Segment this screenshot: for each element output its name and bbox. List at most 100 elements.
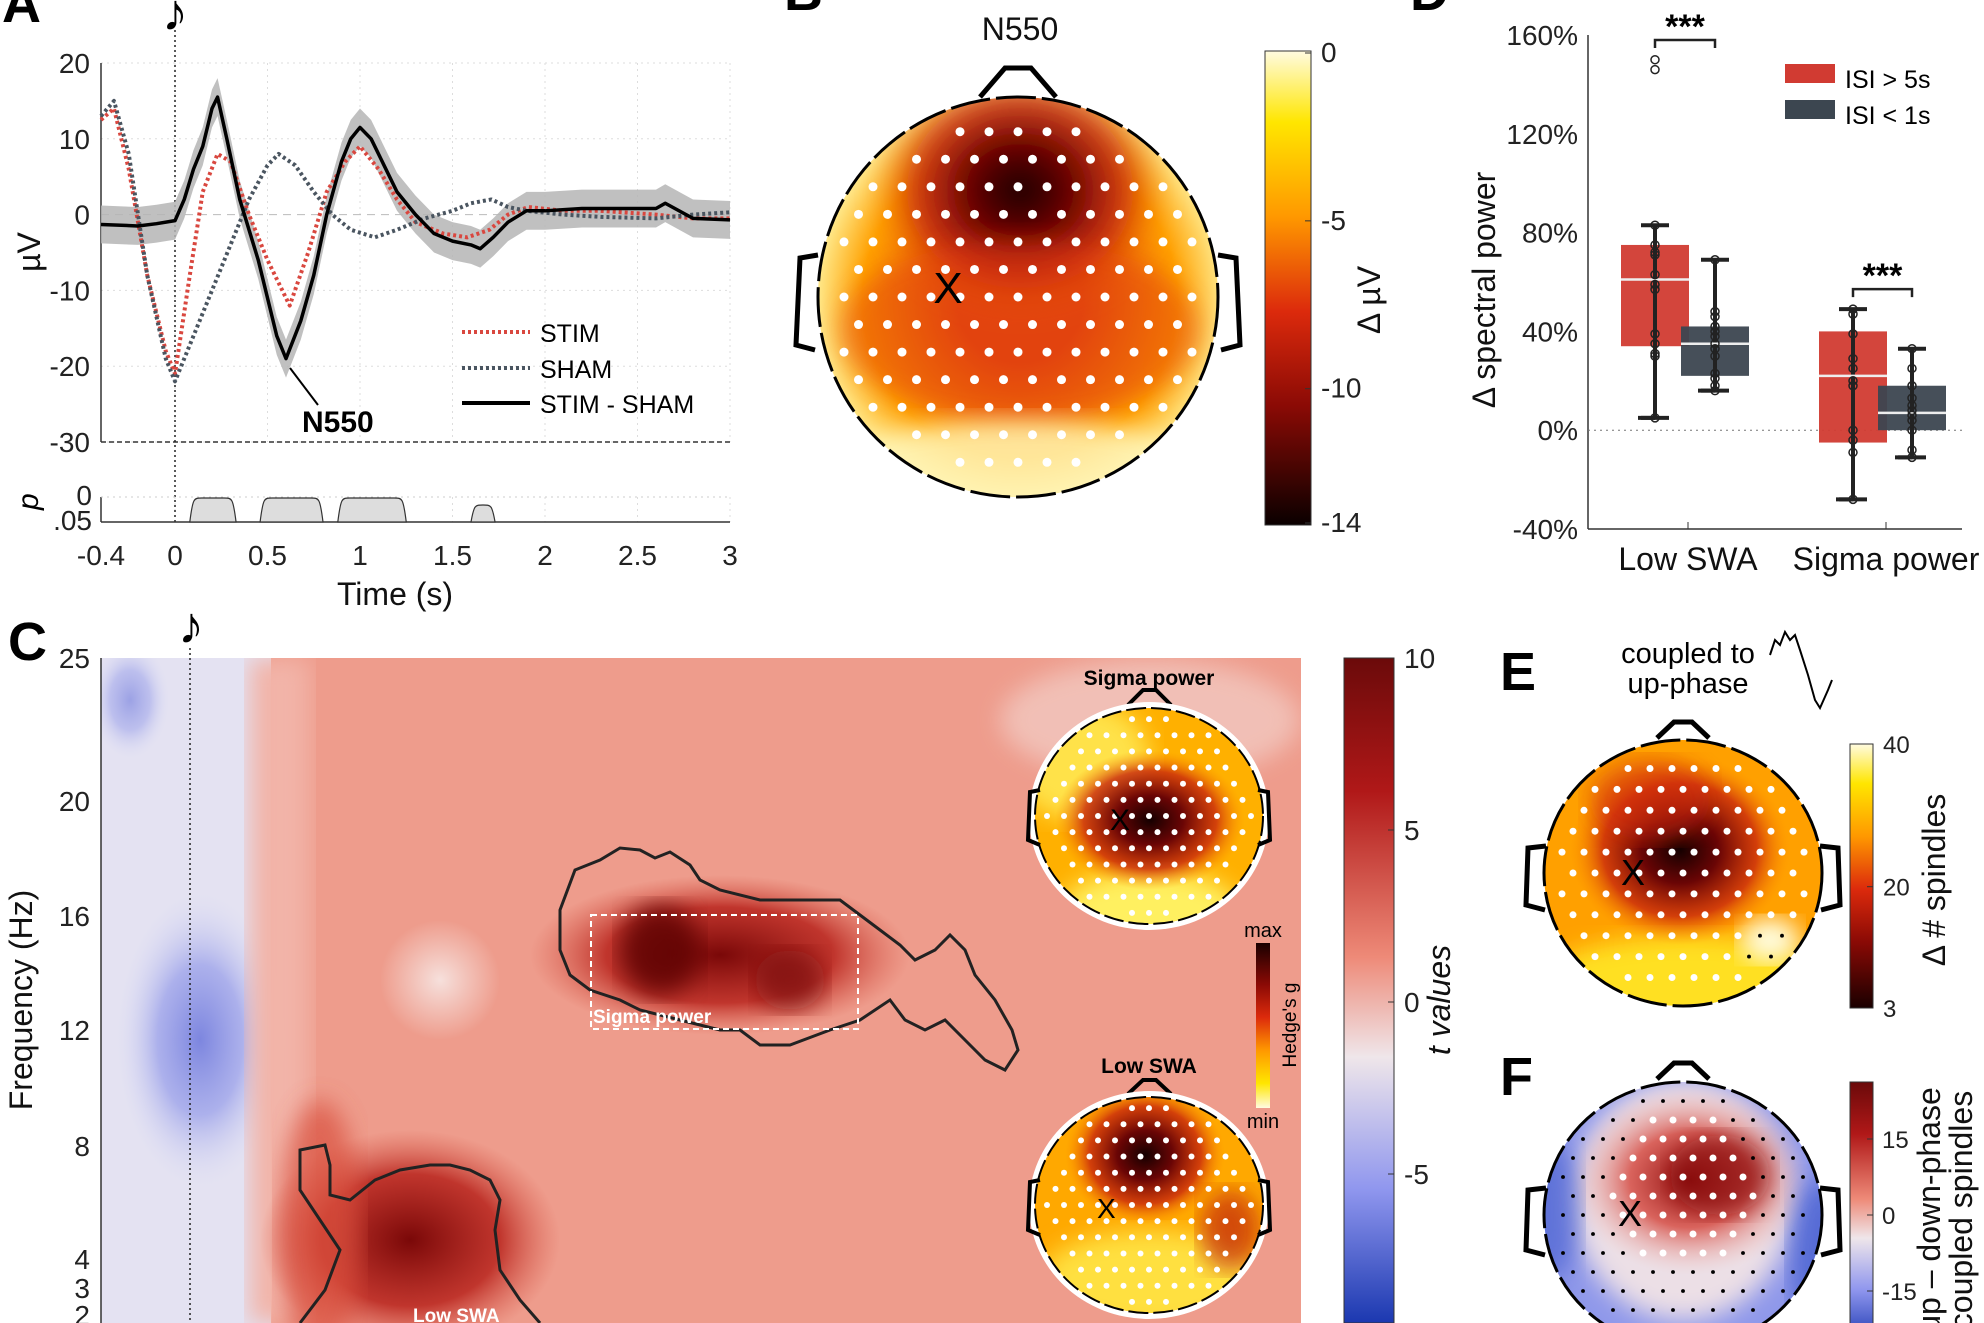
electrode [854, 375, 863, 385]
electrode [1095, 1137, 1101, 1144]
electrode [1137, 1121, 1144, 1128]
colorbar-label-line-2: coupled spindles [1943, 1091, 1979, 1323]
electrode [1205, 1218, 1212, 1225]
electrode [1205, 893, 1212, 900]
electrode [984, 402, 994, 412]
p-tick-05: .05 [53, 505, 92, 536]
electrode [1163, 1234, 1169, 1241]
electrode [1231, 1234, 1237, 1241]
y-tick-label: 16 [59, 901, 90, 932]
electrode [1144, 375, 1153, 385]
electrode [1144, 320, 1153, 330]
electrode [1095, 748, 1101, 755]
electrode [839, 347, 849, 357]
electrode [1071, 402, 1081, 412]
electrode [1635, 953, 1643, 961]
electrode [1188, 1218, 1195, 1225]
electrode [1734, 806, 1742, 814]
electrode [941, 430, 950, 440]
electrode [1761, 1289, 1765, 1293]
electrode [1731, 1308, 1735, 1312]
electrode [1197, 813, 1203, 819]
electrode [1069, 861, 1076, 868]
electrode [1086, 320, 1095, 330]
electrode [1611, 1270, 1615, 1274]
electrode [1646, 974, 1654, 981]
frequency-ticks: 25 20 16 12 8 432 [59, 643, 90, 1323]
electrode [1679, 869, 1687, 877]
electrode [1669, 1116, 1677, 1124]
electrode [1222, 1218, 1229, 1225]
panel-label-e: E [1500, 642, 1536, 702]
colorbar-tick-label: 0 [1321, 37, 1337, 68]
electrode [1180, 1169, 1186, 1176]
head-outline [1542, 738, 1824, 1008]
electrode [1112, 1266, 1118, 1273]
electrode [1188, 1121, 1195, 1128]
right-ear [1217, 252, 1243, 353]
electrode [1103, 1153, 1110, 1160]
electrode [897, 347, 907, 357]
electrode [1222, 1153, 1229, 1160]
electrode [1069, 1218, 1076, 1225]
electrode [1679, 1135, 1687, 1143]
ears [1523, 1185, 1843, 1258]
electrode [1571, 1270, 1575, 1274]
electrode [1222, 1250, 1229, 1257]
electrode [1205, 1185, 1212, 1192]
hedges-g-min: min [1247, 1111, 1279, 1133]
electrode [1591, 1194, 1595, 1198]
electrode [1701, 1099, 1705, 1103]
legend-label-isi-gt5: ISI > 5s [1845, 66, 1930, 94]
electrode [1086, 861, 1093, 868]
electrode [984, 457, 994, 467]
electrode [868, 292, 878, 302]
electrode [1042, 182, 1052, 192]
electrode [955, 347, 965, 357]
electrode [1137, 1250, 1144, 1257]
electrode [1180, 780, 1186, 787]
electrode [1171, 1218, 1178, 1225]
colorbar-tick-label: 3 [1883, 996, 1896, 1023]
electrode [1129, 292, 1139, 302]
electrode [1624, 932, 1632, 940]
electrode [1611, 1308, 1615, 1312]
data-point [1650, 64, 1660, 75]
electrode [1158, 292, 1168, 302]
electrode [941, 264, 950, 274]
electrode [1120, 893, 1127, 900]
electrode [839, 292, 849, 302]
electrode [1591, 953, 1599, 961]
electrode [1723, 953, 1731, 961]
electrode [1163, 909, 1169, 916]
electrode [1154, 829, 1161, 836]
electrode [1591, 1232, 1595, 1236]
electrode [1689, 1154, 1697, 1162]
electrode [1205, 1250, 1212, 1257]
electrode [1069, 1185, 1076, 1192]
electrode [1154, 764, 1161, 771]
electrode [1659, 1211, 1667, 1219]
electrode [1078, 877, 1084, 884]
electrode [1761, 1251, 1765, 1255]
electrode [1681, 1289, 1685, 1293]
electrode [868, 347, 878, 357]
electrode [1690, 806, 1698, 814]
electrode [999, 264, 1008, 274]
spindle-waveform-icon [1769, 629, 1833, 711]
nose [978, 65, 1058, 99]
electrode [1171, 1250, 1178, 1257]
electrode [1214, 1266, 1220, 1273]
electrode [1069, 829, 1076, 836]
electrode [1761, 1213, 1765, 1217]
electrode [1239, 796, 1246, 803]
electrode [1709, 1116, 1717, 1124]
electrode [1120, 1218, 1127, 1225]
electrode [1711, 1270, 1715, 1274]
electrode [1651, 1270, 1655, 1274]
electrode [1188, 1185, 1195, 1192]
electrode [1103, 893, 1110, 900]
electrode [1095, 813, 1101, 819]
electrode [984, 347, 994, 357]
electrode [1701, 911, 1709, 919]
